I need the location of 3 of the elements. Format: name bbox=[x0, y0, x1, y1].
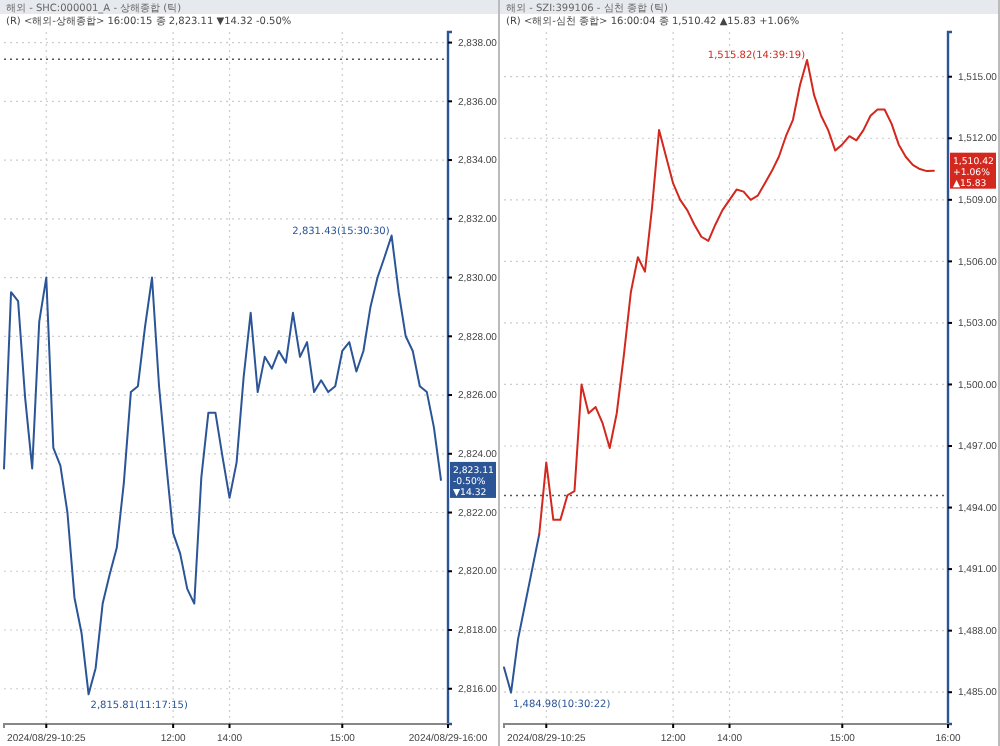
line-series bbox=[503, 533, 541, 694]
line-series bbox=[3, 234, 442, 696]
line-series bbox=[538, 58, 935, 536]
